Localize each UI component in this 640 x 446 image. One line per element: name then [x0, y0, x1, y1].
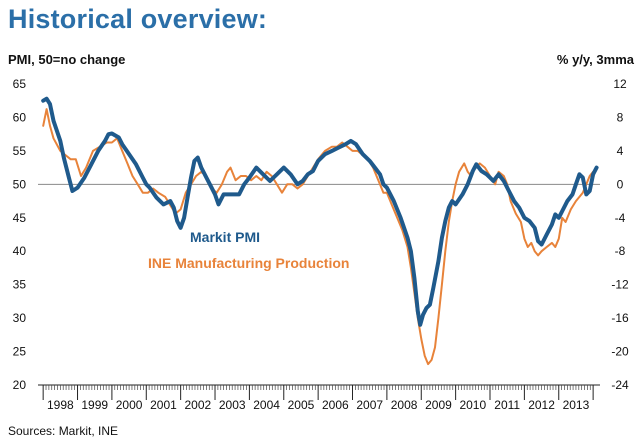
x-tick-label: 2002 [184, 398, 211, 412]
right-tick-label: -12 [611, 278, 629, 292]
series-line-markit-pmi [41, 96, 599, 327]
legend-ine-production: INE Manufacturing Production [148, 255, 349, 271]
page-title: Historical overview: [8, 4, 268, 34]
right-tick-label: 12 [613, 77, 627, 91]
x-tick-label: 2011 [494, 398, 520, 412]
x-tick-label: 2012 [528, 398, 555, 412]
right-tick-label: 0 [617, 177, 624, 191]
right-tick-label: -16 [611, 311, 629, 325]
x-tick-label: 2008 [391, 398, 418, 412]
left-tick-label: 65 [13, 77, 27, 91]
x-tick-label: 1998 [47, 398, 74, 412]
x-tick-label: 2003 [219, 398, 246, 412]
x-tick-label: 2013 [563, 398, 590, 412]
x-tick-label: 2009 [425, 398, 452, 412]
right-tick-label: 4 [617, 144, 624, 158]
x-tick-label: 2004 [253, 398, 280, 412]
left-tick-label: 60 [13, 110, 27, 124]
x-tick-label: 2006 [322, 398, 349, 412]
right-tick-label: 8 [617, 110, 624, 124]
left-tick-label: 30 [13, 311, 27, 325]
right-axis-title: % y/y, 3mma [556, 52, 634, 67]
right-tick-label: -20 [611, 345, 629, 359]
legend-markit-pmi: Markit PMI [190, 229, 260, 245]
left-tick-label: 45 [13, 211, 27, 225]
left-axis-title: PMI, 50=no change [8, 52, 126, 67]
left-tick-label: 55 [13, 144, 27, 158]
x-tick-label: 1999 [81, 398, 108, 412]
right-tick-label: -4 [615, 211, 626, 225]
x-tick-label: 2010 [459, 398, 486, 412]
right-tick-label: -24 [611, 378, 629, 392]
left-tick-label: 35 [13, 278, 27, 292]
x-tick-label: 2001 [150, 398, 177, 412]
series-line-ine-production [42, 108, 595, 366]
x-tick-label: 2000 [116, 398, 143, 412]
right-tick-label: -8 [615, 244, 626, 258]
left-tick-label: 25 [13, 345, 27, 359]
left-tick-label: 40 [13, 244, 27, 258]
x-tick-label: 2005 [288, 398, 315, 412]
source-note: Sources: Markit, INE [8, 424, 119, 438]
left-tick-label: 50 [13, 177, 27, 191]
x-tick-label: 2007 [356, 398, 383, 412]
left-tick-label: 20 [13, 378, 27, 392]
